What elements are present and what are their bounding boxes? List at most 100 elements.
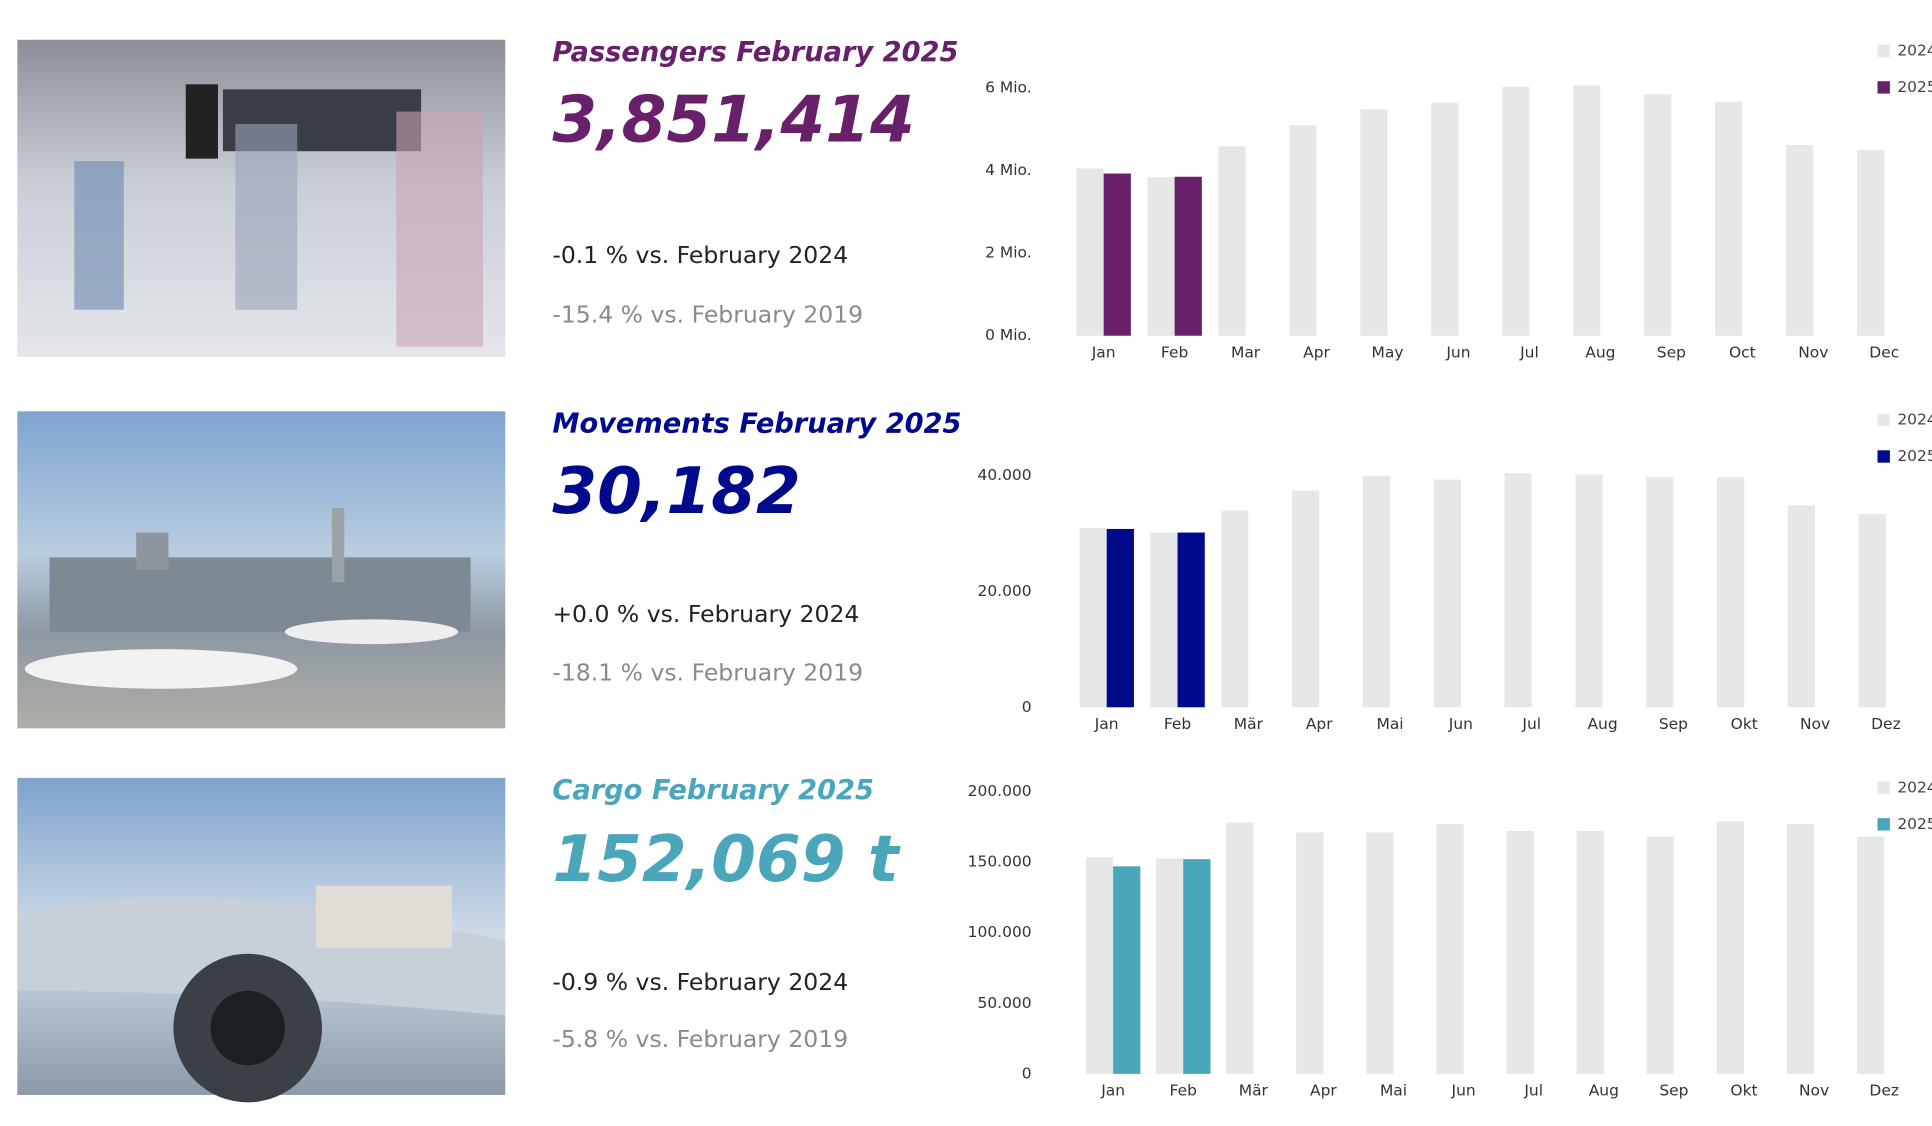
bar xyxy=(1573,85,1601,336)
y-tick-label: 150.000 xyxy=(968,853,1032,871)
panel-title: Cargo February 2025 xyxy=(552,775,874,806)
bar xyxy=(1433,479,1461,708)
bar xyxy=(1646,836,1674,1074)
y-tick-label: 100.000 xyxy=(968,923,1032,941)
legend-label: 2025 xyxy=(1897,815,1932,833)
x-tick-label: Mär xyxy=(1239,1082,1269,1100)
y-tick-label: 200.000 xyxy=(968,782,1032,800)
x-tick-label: Jan xyxy=(1094,715,1119,733)
bar xyxy=(1506,831,1534,1074)
legend-swatch xyxy=(1877,81,1890,94)
x-tick-label: Okt xyxy=(1731,715,1758,733)
bar xyxy=(1362,475,1391,708)
change-vs-2019: -18.1 % vs. February 2019 xyxy=(552,658,863,686)
change-vs-2019: -15.4 % vs. February 2019 xyxy=(552,300,863,328)
y-tick-label: 0 xyxy=(1022,698,1032,716)
bar xyxy=(1856,836,1885,1074)
x-tick-label: Feb xyxy=(1170,1082,1197,1100)
bar xyxy=(1221,510,1249,708)
bar xyxy=(1106,528,1134,708)
x-tick-label: Jun xyxy=(1451,1082,1476,1100)
x-tick-label: Aug xyxy=(1587,715,1617,733)
x-tick-label: Nov xyxy=(1800,715,1830,733)
photo-cargo xyxy=(17,777,506,1103)
bar xyxy=(1113,866,1141,1074)
x-tick-label: Jul xyxy=(1521,715,1541,733)
legend-swatch xyxy=(1877,413,1890,427)
bar xyxy=(1857,149,1885,336)
x-tick-label: Sep xyxy=(1657,344,1686,362)
headline-value: 152,069 t xyxy=(552,822,901,897)
x-tick-label: Apr xyxy=(1303,344,1330,362)
bar xyxy=(1436,823,1464,1074)
legend-label: 2025 xyxy=(1897,78,1932,96)
x-tick-label: Mai xyxy=(1380,1082,1407,1100)
x-tick-label: Dez xyxy=(1871,715,1901,733)
y-tick-label: 50.000 xyxy=(977,994,1031,1012)
bar xyxy=(1787,505,1816,708)
bar xyxy=(1174,176,1202,336)
bar xyxy=(1576,831,1604,1074)
x-tick-label: Mai xyxy=(1376,715,1403,733)
x-tick-label: Apr xyxy=(1306,715,1333,733)
headline-value: 3,851,414 xyxy=(552,83,914,158)
x-tick-label: Okt xyxy=(1730,1082,1757,1100)
y-tick-label: 0 Mio. xyxy=(985,326,1032,344)
bar xyxy=(1575,474,1603,708)
x-tick-label: Aug xyxy=(1585,344,1615,362)
bar xyxy=(1150,532,1178,708)
bar xyxy=(1218,146,1246,336)
x-tick-label: Sep xyxy=(1659,1082,1688,1100)
legend-label: 2024 xyxy=(1897,778,1932,796)
x-tick-label: Nov xyxy=(1798,344,1828,362)
x-tick-label: Jan xyxy=(1091,344,1116,362)
y-tick-label: 2 Mio. xyxy=(985,244,1032,262)
x-tick-label: May xyxy=(1372,344,1404,362)
bar xyxy=(1786,823,1815,1074)
y-tick-label: 6 Mio. xyxy=(985,79,1032,97)
x-tick-label: Jun xyxy=(1445,344,1470,362)
bar xyxy=(1183,859,1211,1074)
bar xyxy=(1079,527,1107,708)
bar xyxy=(1786,145,1814,336)
bar xyxy=(1360,109,1388,336)
panel-title: Passengers February 2025 xyxy=(552,37,958,68)
bar xyxy=(1177,532,1205,708)
x-tick-label: Dec xyxy=(1869,344,1899,362)
x-tick-label: Nov xyxy=(1799,1082,1829,1100)
x-tick-label: Aug xyxy=(1589,1082,1619,1100)
headline-value: 30,182 xyxy=(552,454,800,529)
legend-label: 2024 xyxy=(1897,41,1932,59)
legend-swatch xyxy=(1877,781,1890,794)
y-tick-label: 4 Mio. xyxy=(985,161,1032,179)
legend-swatch xyxy=(1877,818,1890,831)
x-tick-label: Jun xyxy=(1448,715,1473,733)
bar xyxy=(1644,94,1672,336)
legend-label: 2024 xyxy=(1897,410,1932,428)
change-vs-last-year: -0.1 % vs. February 2024 xyxy=(552,241,848,269)
bar xyxy=(1147,177,1175,336)
bar xyxy=(1076,168,1104,336)
x-tick-label: Jul xyxy=(1523,1082,1543,1100)
bar xyxy=(1431,102,1459,336)
bar xyxy=(1103,173,1131,336)
x-tick-label: Feb xyxy=(1164,715,1191,733)
y-tick-label: 0 xyxy=(1022,1064,1032,1082)
x-tick-label: Oct xyxy=(1729,344,1756,362)
bar xyxy=(1646,476,1674,708)
bar xyxy=(1858,514,1886,708)
x-tick-label: Sep xyxy=(1659,715,1688,733)
photo-passengers xyxy=(17,39,506,357)
bar xyxy=(1504,473,1532,708)
bar xyxy=(1502,86,1530,336)
x-tick-label: Jul xyxy=(1519,344,1539,362)
y-tick-label: 40.000 xyxy=(977,466,1031,484)
change-vs-2019: -5.8 % vs. February 2019 xyxy=(552,1025,848,1053)
bar xyxy=(1715,101,1743,336)
legend-swatch xyxy=(1877,44,1890,58)
legend-swatch xyxy=(1877,450,1890,463)
x-tick-label: Feb xyxy=(1161,344,1188,362)
bar xyxy=(1085,857,1114,1074)
bar xyxy=(1716,821,1745,1074)
